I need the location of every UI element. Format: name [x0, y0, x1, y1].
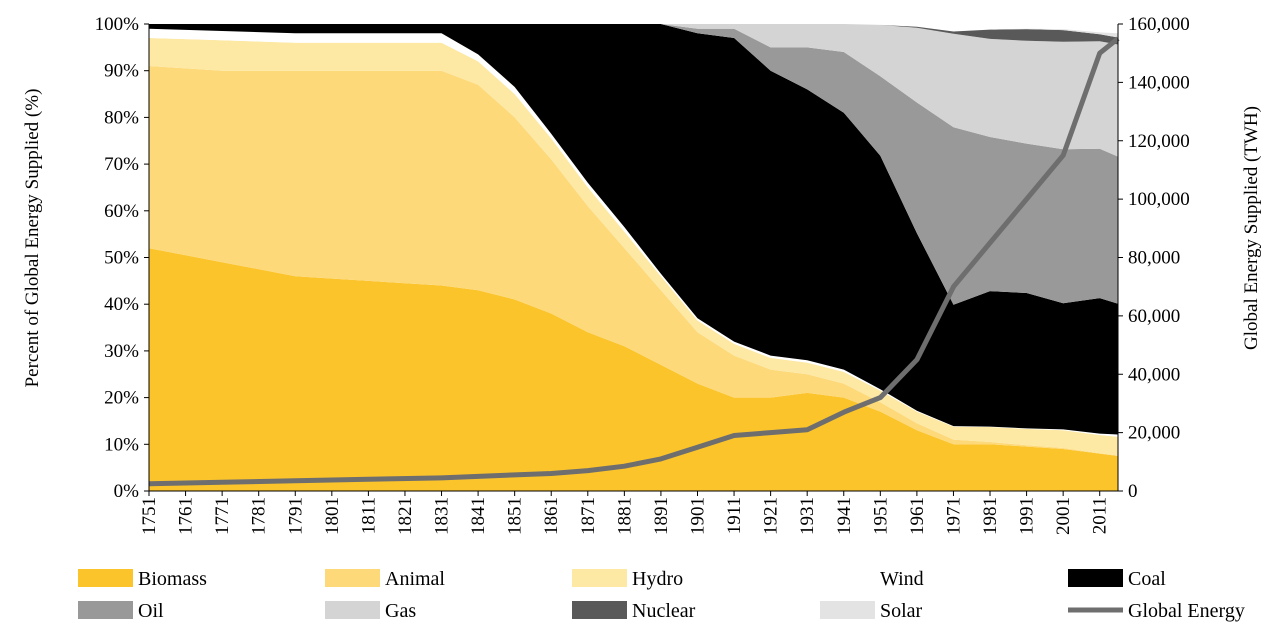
legend-label-global-energy: Global Energy — [1128, 600, 1245, 622]
x-tick-label: 1851 — [505, 497, 526, 535]
legend-label-gas: Gas — [385, 600, 416, 622]
legend-swatch-biomass — [78, 569, 133, 587]
legend-swatch-wind — [820, 569, 875, 587]
left-tick-label: 0% — [114, 481, 140, 502]
left-tick-label: 60% — [104, 201, 139, 222]
left-tick-label: 40% — [104, 294, 139, 315]
left-tick-label: 80% — [104, 107, 139, 128]
left-tick-label: 90% — [104, 61, 139, 82]
right-tick-label: 20,000 — [1128, 423, 1180, 444]
left-tick-label: 100% — [95, 14, 140, 35]
x-tick-label: 1891 — [651, 497, 672, 535]
stacked-areas — [149, 24, 1118, 491]
x-tick-label: 1971 — [944, 497, 965, 535]
left-tick-label: 50% — [104, 248, 139, 269]
legend-label-coal: Coal — [1128, 568, 1166, 590]
x-tick-label: 1981 — [980, 497, 1001, 535]
legend-label-biomass: Biomass — [138, 568, 207, 590]
legend: Biomass Animal Hydro Wind Coal Oil Gas Nuclear S… — [78, 568, 1245, 622]
x-tick-label: 1881 — [614, 497, 635, 535]
global-energy-line-layer — [148, 36, 1120, 487]
legend-swatch-nuclear — [572, 601, 627, 619]
x-tick-label: 1751 — [139, 497, 160, 535]
legend-swatch-solar — [820, 601, 875, 619]
legend-swatch-animal — [325, 569, 380, 587]
global-energy-line — [148, 36, 1120, 487]
area-animal — [149, 66, 1118, 456]
legend-swatch-hydro — [572, 569, 627, 587]
x-tick-label: 1901 — [688, 497, 709, 535]
right-axis-ticks: 0 20,000 40,000 60,000 80,000 100,000 120,000 1… — [1118, 14, 1190, 502]
area-gas — [149, 24, 1118, 157]
x-tick-label: 1801 — [322, 497, 343, 535]
legend-swatch-gas — [325, 601, 380, 619]
right-axis-title: Global Energy Supplied (TWH) — [1241, 106, 1262, 350]
legend-label-nuclear: Nuclear — [632, 600, 696, 622]
left-tick-label: 30% — [104, 341, 139, 362]
right-tick-label: 140,000 — [1128, 72, 1190, 93]
x-tick-label: 2001 — [1053, 497, 1074, 535]
x-tick-label: 1961 — [907, 497, 928, 535]
legend-label-solar: Solar — [880, 600, 923, 622]
x-tick-label: 1831 — [432, 497, 453, 535]
x-tick-label: 1931 — [797, 497, 818, 535]
right-tick-label: 100,000 — [1128, 189, 1190, 210]
legend-label-animal: Animal — [385, 568, 445, 590]
x-tick-label: 1761 — [176, 497, 197, 535]
x-tick-label: 1871 — [578, 497, 599, 535]
x-tick-label: 1841 — [468, 497, 489, 535]
right-tick-label: 60,000 — [1128, 306, 1180, 327]
legend-swatch-coal — [1068, 569, 1123, 587]
area-oil — [149, 24, 1118, 305]
x-tick-label: 1921 — [761, 497, 782, 535]
right-tick-label: 160,000 — [1128, 14, 1190, 35]
x-tick-label: 1811 — [358, 497, 379, 534]
left-tick-label: 10% — [104, 434, 139, 455]
right-tick-label: 40,000 — [1128, 364, 1180, 385]
x-tick-label: 1861 — [541, 497, 562, 535]
legend-label-oil: Oil — [138, 600, 164, 622]
area-hydro — [149, 38, 1118, 456]
x-tick-label: 1781 — [249, 497, 270, 535]
left-tick-label: 70% — [104, 154, 139, 175]
right-tick-label: 80,000 — [1128, 248, 1180, 269]
left-axis-ticks: 0% 10% 20% 30% 40% 50% 60% 70% 80% 90% 100% — [95, 14, 149, 502]
legend-label-hydro: Hydro — [632, 568, 683, 590]
x-tick-label: 1791 — [285, 497, 306, 535]
x-tick-label: 1991 — [1017, 497, 1038, 535]
x-tick-label: 2011 — [1090, 497, 1111, 534]
x-tick-label: 1911 — [724, 497, 745, 534]
x-tick-label: 1771 — [212, 497, 233, 535]
legend-label-wind: Wind — [880, 568, 924, 590]
right-tick-label: 120,000 — [1128, 131, 1190, 152]
left-tick-label: 20% — [104, 388, 139, 409]
right-tick-label: 0 — [1128, 481, 1138, 502]
x-tick-label: 1951 — [870, 497, 891, 535]
x-tick-label: 1821 — [395, 497, 416, 535]
x-axis-ticks: 1751 1761 1771 1781 1791 1801 1811 1821 1831 1841… — [139, 491, 1111, 535]
legend-swatch-oil — [78, 601, 133, 619]
left-axis-title: Percent of Global Energy Supplied (%) — [22, 89, 43, 388]
x-tick-label: 1941 — [834, 497, 855, 535]
area-coal — [149, 24, 1118, 435]
area-biomass — [149, 248, 1118, 491]
